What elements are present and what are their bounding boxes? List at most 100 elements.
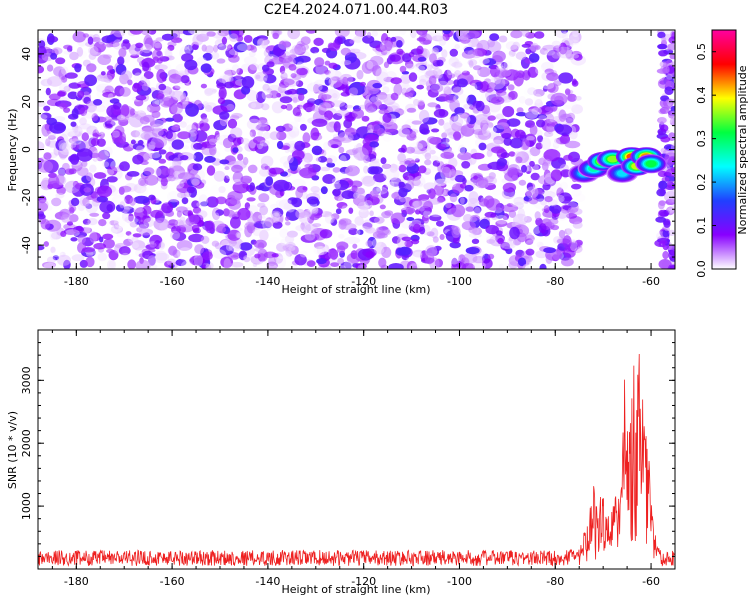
heatmap-cell — [371, 30, 379, 37]
heatmap-cell — [340, 47, 351, 56]
heatmap-cell — [562, 104, 572, 110]
heatmap-cell — [534, 31, 545, 39]
heatmap-cell — [59, 251, 66, 257]
heatmap-cell — [447, 68, 454, 76]
heatmap-cell — [100, 96, 112, 108]
heatmap-cell — [505, 41, 518, 51]
heatmap-cell — [338, 146, 345, 154]
heatmap-cell — [204, 104, 213, 113]
heatmap-cell — [416, 84, 425, 90]
heatmap-cell — [319, 229, 333, 239]
heatmap-cell — [411, 200, 421, 210]
heatmap-cell — [383, 169, 400, 181]
heatmap-cell — [48, 93, 61, 101]
heatmap-cell — [544, 106, 555, 112]
heatmap-cell — [259, 229, 269, 241]
heatmap-cell — [71, 100, 80, 107]
heatmap-cell — [89, 231, 98, 243]
heatmap-cell — [285, 103, 293, 111]
heatmap-cell — [215, 196, 227, 205]
heatmap-cell — [309, 213, 320, 221]
heatmap-cell — [320, 100, 335, 109]
heatmap-cell — [96, 126, 105, 135]
heatmap-cell — [98, 78, 110, 87]
heatmap-cell — [99, 236, 104, 243]
heatmap-cell — [393, 83, 403, 96]
heatmap-cell — [340, 222, 357, 231]
heatmap-cell — [155, 93, 165, 100]
heatmap-cell — [417, 56, 427, 62]
heatmap-cell — [362, 222, 373, 230]
heatmap-cell — [406, 107, 417, 113]
heatmap-signal-cell — [607, 155, 619, 163]
heatmap-cell — [72, 31, 86, 43]
heatmap-cell — [467, 197, 479, 208]
heatmap-cell — [100, 71, 106, 76]
heatmap-cell — [38, 245, 45, 251]
heatmap-cell — [326, 215, 333, 223]
heatmap-cell — [431, 155, 439, 162]
heatmap-cell — [200, 83, 207, 89]
heatmap-cell — [312, 190, 321, 196]
heatmap-cell — [130, 130, 141, 138]
heatmap-cell — [365, 227, 376, 234]
heatmap-cell — [351, 108, 364, 119]
heatmap-cell — [303, 79, 313, 86]
heatmap-cell — [254, 247, 266, 252]
heatmap-cell — [438, 35, 447, 46]
heatmap-cell — [328, 76, 343, 88]
heatmap-cell — [62, 142, 70, 153]
heatmap-cell — [112, 39, 123, 50]
heatmap-cell — [127, 79, 133, 86]
heatmap-cell — [216, 78, 227, 87]
heatmap-cell — [378, 109, 389, 115]
heatmap-cell — [297, 116, 306, 123]
heatmap-cell — [525, 234, 535, 243]
heatmap-cell — [273, 212, 280, 217]
heatmap-cell — [164, 48, 171, 56]
heatmap-cell — [336, 245, 346, 254]
heatmap-cell — [81, 160, 88, 167]
heatmap-cell — [301, 191, 308, 200]
heatmap-cell — [380, 264, 389, 269]
heatmap-cell — [186, 124, 197, 133]
heatmap-cell — [380, 163, 392, 171]
heatmap-cell — [477, 177, 489, 189]
heatmap-cell — [321, 149, 327, 157]
heatmap-cell — [487, 82, 497, 92]
heatmap-cell — [532, 225, 541, 235]
heatmap-cell — [483, 195, 495, 208]
heatmap-cell — [411, 120, 422, 125]
heatmap-cell — [60, 75, 68, 83]
heatmap-cell — [143, 34, 153, 48]
heatmap-cell — [418, 199, 433, 208]
heatmap-cell — [273, 47, 285, 57]
heatmap-cell — [400, 83, 412, 94]
heatmap-cell — [113, 217, 126, 228]
heatmap-cell — [660, 124, 669, 132]
heatmap-cell — [429, 210, 443, 218]
heatmap-cell — [151, 152, 162, 161]
heatmap-cell — [416, 251, 423, 256]
heatmap-cell — [219, 159, 230, 165]
heatmap-cell — [468, 191, 479, 205]
heatmap-cells — [38, 30, 675, 269]
heatmap-cell — [461, 50, 476, 59]
heatmap-cell — [435, 70, 443, 79]
colorbar-label: Normalized spectral amplitude — [736, 65, 749, 234]
heatmap-cell — [235, 231, 243, 239]
heatmap-cell — [401, 219, 412, 229]
heatmap-cell — [454, 44, 461, 50]
heatmap-cell — [441, 132, 448, 139]
heatmap-cell — [38, 213, 46, 220]
heatmap-cell — [496, 68, 508, 78]
heatmap-cell — [191, 200, 200, 209]
heatmap-cell — [390, 77, 402, 85]
heatmap-cell — [96, 185, 113, 198]
heatmap-cell — [445, 202, 452, 209]
heatmap-cell — [445, 134, 455, 146]
heatmap-cell — [130, 236, 140, 248]
heatmap-cell — [348, 207, 354, 214]
heatmap-cell — [161, 33, 174, 41]
heatmap-cell — [487, 115, 496, 121]
